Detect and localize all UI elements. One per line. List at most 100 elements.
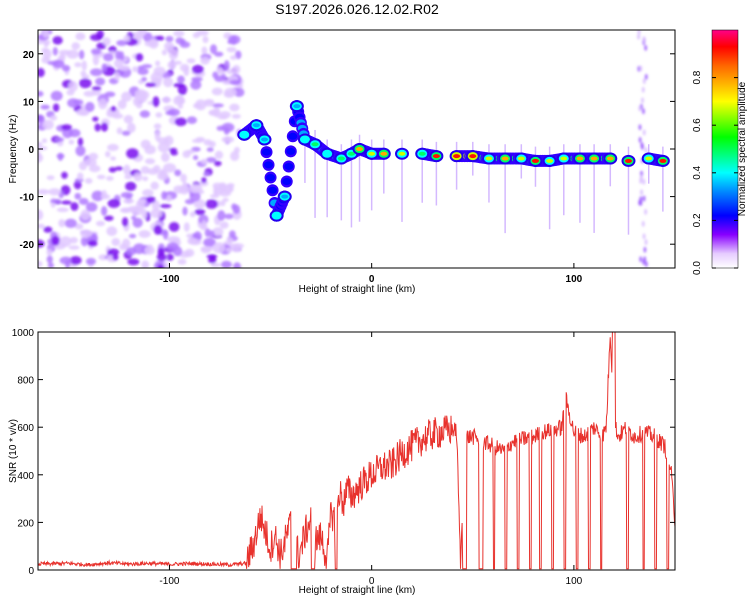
spectrogram-noise-blob — [203, 172, 210, 177]
spectrogram-noise-blob — [38, 239, 45, 248]
spectrogram-x-tick-label: -100 — [159, 274, 179, 285]
spectrogram-peak — [323, 151, 331, 156]
spectrogram-noise-blob — [77, 137, 84, 147]
spectrogram-noise-blob — [182, 206, 188, 216]
spectrogram-noise-blob — [210, 44, 218, 55]
spectrogram-noise-blob — [200, 56, 210, 65]
spectrogram-peak — [368, 151, 376, 156]
spectrogram-noise-blob — [80, 229, 93, 239]
spectrogram-noise-blob — [165, 110, 176, 116]
spectrogram-noise-blob — [193, 199, 206, 209]
spectrogram-noise-blob — [639, 256, 643, 263]
spectrogram-noise-blob — [191, 64, 204, 74]
spectrogram-noise-blob — [639, 65, 643, 72]
spectrogram-noise-blob — [212, 71, 219, 79]
spectrogram-noise-blob — [642, 233, 646, 240]
spectrogram-noise-blob — [102, 37, 111, 46]
spectrogram-noise-blob — [132, 66, 139, 73]
spectrogram-noise-blob — [52, 103, 60, 112]
spectrogram-noise-blob — [142, 189, 154, 197]
spectrogram-noise-blob — [67, 98, 80, 108]
spectrogram-noise-blob — [83, 90, 96, 97]
spectrogram-noise-blob — [127, 258, 140, 266]
spectrogram-noise-blob — [642, 129, 646, 136]
spectrogram-noise-blob — [89, 68, 103, 77]
spectrogram-noise-blob — [41, 56, 51, 64]
spectrogram-y-label: Frequency (Hz) — [8, 115, 19, 184]
spectrogram-y-tick-label: 10 — [23, 97, 35, 108]
spectrogram-noise-blob — [644, 239, 648, 246]
spectrogram-noise-blob — [123, 35, 131, 43]
spectrogram-noise-blob — [141, 64, 153, 69]
spectrogram-noise-blob — [132, 217, 143, 228]
spectrogram-y-tick-label: 0 — [28, 145, 34, 156]
spectrogram-noise-blob — [85, 257, 97, 266]
spectrogram-noise-blob — [40, 104, 50, 110]
spectrogram-noise-blob — [214, 160, 222, 167]
spectrogram-noise-blob — [52, 59, 65, 69]
spectrogram-noise-blob — [643, 246, 647, 253]
spectrogram-noise-blob — [150, 71, 164, 83]
spectrogram-noise-blob — [122, 238, 131, 249]
spectrogram-peak — [624, 158, 632, 163]
spectrogram-noise-blob — [62, 127, 73, 139]
spectrogram-noise-blob — [46, 175, 55, 181]
spectrogram-noise-blob — [228, 230, 236, 239]
spectrogram-noise-blob — [201, 220, 207, 230]
spectrogram-noise-blob — [75, 32, 86, 41]
spectrogram-peak — [517, 156, 525, 161]
spectrogram-noise-blob — [177, 103, 184, 109]
spectrogram-noise-blob — [131, 215, 137, 220]
spectrogram-band-inner — [262, 148, 272, 156]
spectrogram-peak — [469, 154, 477, 159]
spectrogram-x-tick-label: 0 — [369, 274, 375, 285]
spectrogram-noise-blob — [106, 226, 118, 237]
spectrogram-noise-blob — [41, 138, 48, 144]
spectrogram-noise-blob — [38, 114, 45, 124]
spectrogram-noise-blob — [71, 42, 80, 50]
spectrogram-noise-blob — [121, 217, 129, 227]
spectrogram-noise-blob — [112, 253, 119, 261]
spectrogram-peak — [252, 123, 260, 128]
spectrogram-peak — [337, 156, 345, 161]
spectrogram-noise-blob — [69, 256, 82, 265]
spectrogram-peak — [356, 147, 364, 151]
spectrogram-noise-blob — [141, 260, 150, 268]
spectrogram-noise-blob — [214, 51, 224, 57]
spectrogram-noise-blob — [48, 188, 61, 196]
spectrogram-noise-blob — [42, 39, 51, 45]
spectrogram-noise-blob — [211, 87, 223, 96]
spectrogram-noise-blob — [213, 185, 219, 197]
spectrogram-noise-blob — [100, 206, 108, 216]
spectrogram-noise-blob — [81, 60, 87, 71]
spectrogram-peak — [347, 151, 355, 156]
colorbar-tick-label: 0.6 — [692, 118, 703, 132]
spectrogram-noise-blob — [123, 198, 135, 204]
spectrogram-band-inner — [288, 132, 298, 140]
snr-y-tick-label: 400 — [17, 471, 34, 482]
spectrogram-noise-blob — [123, 164, 131, 176]
spectrogram-noise-blob — [144, 145, 156, 155]
spectrogram-noise-blob — [42, 119, 54, 130]
spectrogram-noise-blob — [133, 172, 143, 182]
spectrogram-noise-blob — [66, 89, 75, 96]
colorbar-gradient — [711, 29, 739, 269]
spectrogram-noise-blob — [78, 198, 89, 205]
spectrogram-noise-blob — [125, 181, 137, 192]
spectrogram-noise-blob — [232, 64, 241, 74]
spectrogram-noise-blob — [74, 62, 82, 68]
colorbar-tick-label: 0.8 — [692, 70, 703, 84]
spectrogram-noise-blob — [96, 30, 104, 40]
spectrogram-noise-blob — [224, 213, 234, 220]
spectrogram-noise-blob — [186, 233, 194, 238]
spectrogram-noise-blob — [161, 49, 168, 56]
spectrogram-noise-blob — [644, 44, 648, 51]
spectrogram-noise-blob — [219, 221, 229, 229]
spectrogram-noise-blob — [174, 117, 187, 127]
spectrogram-noise-blob — [139, 110, 151, 118]
spectrogram-noise-blob — [638, 124, 642, 131]
spectrogram-noise-blob — [226, 46, 237, 53]
spectrogram-noise-blob — [88, 152, 99, 161]
colorbar-label: Normalized spectral amplitude — [737, 81, 748, 216]
